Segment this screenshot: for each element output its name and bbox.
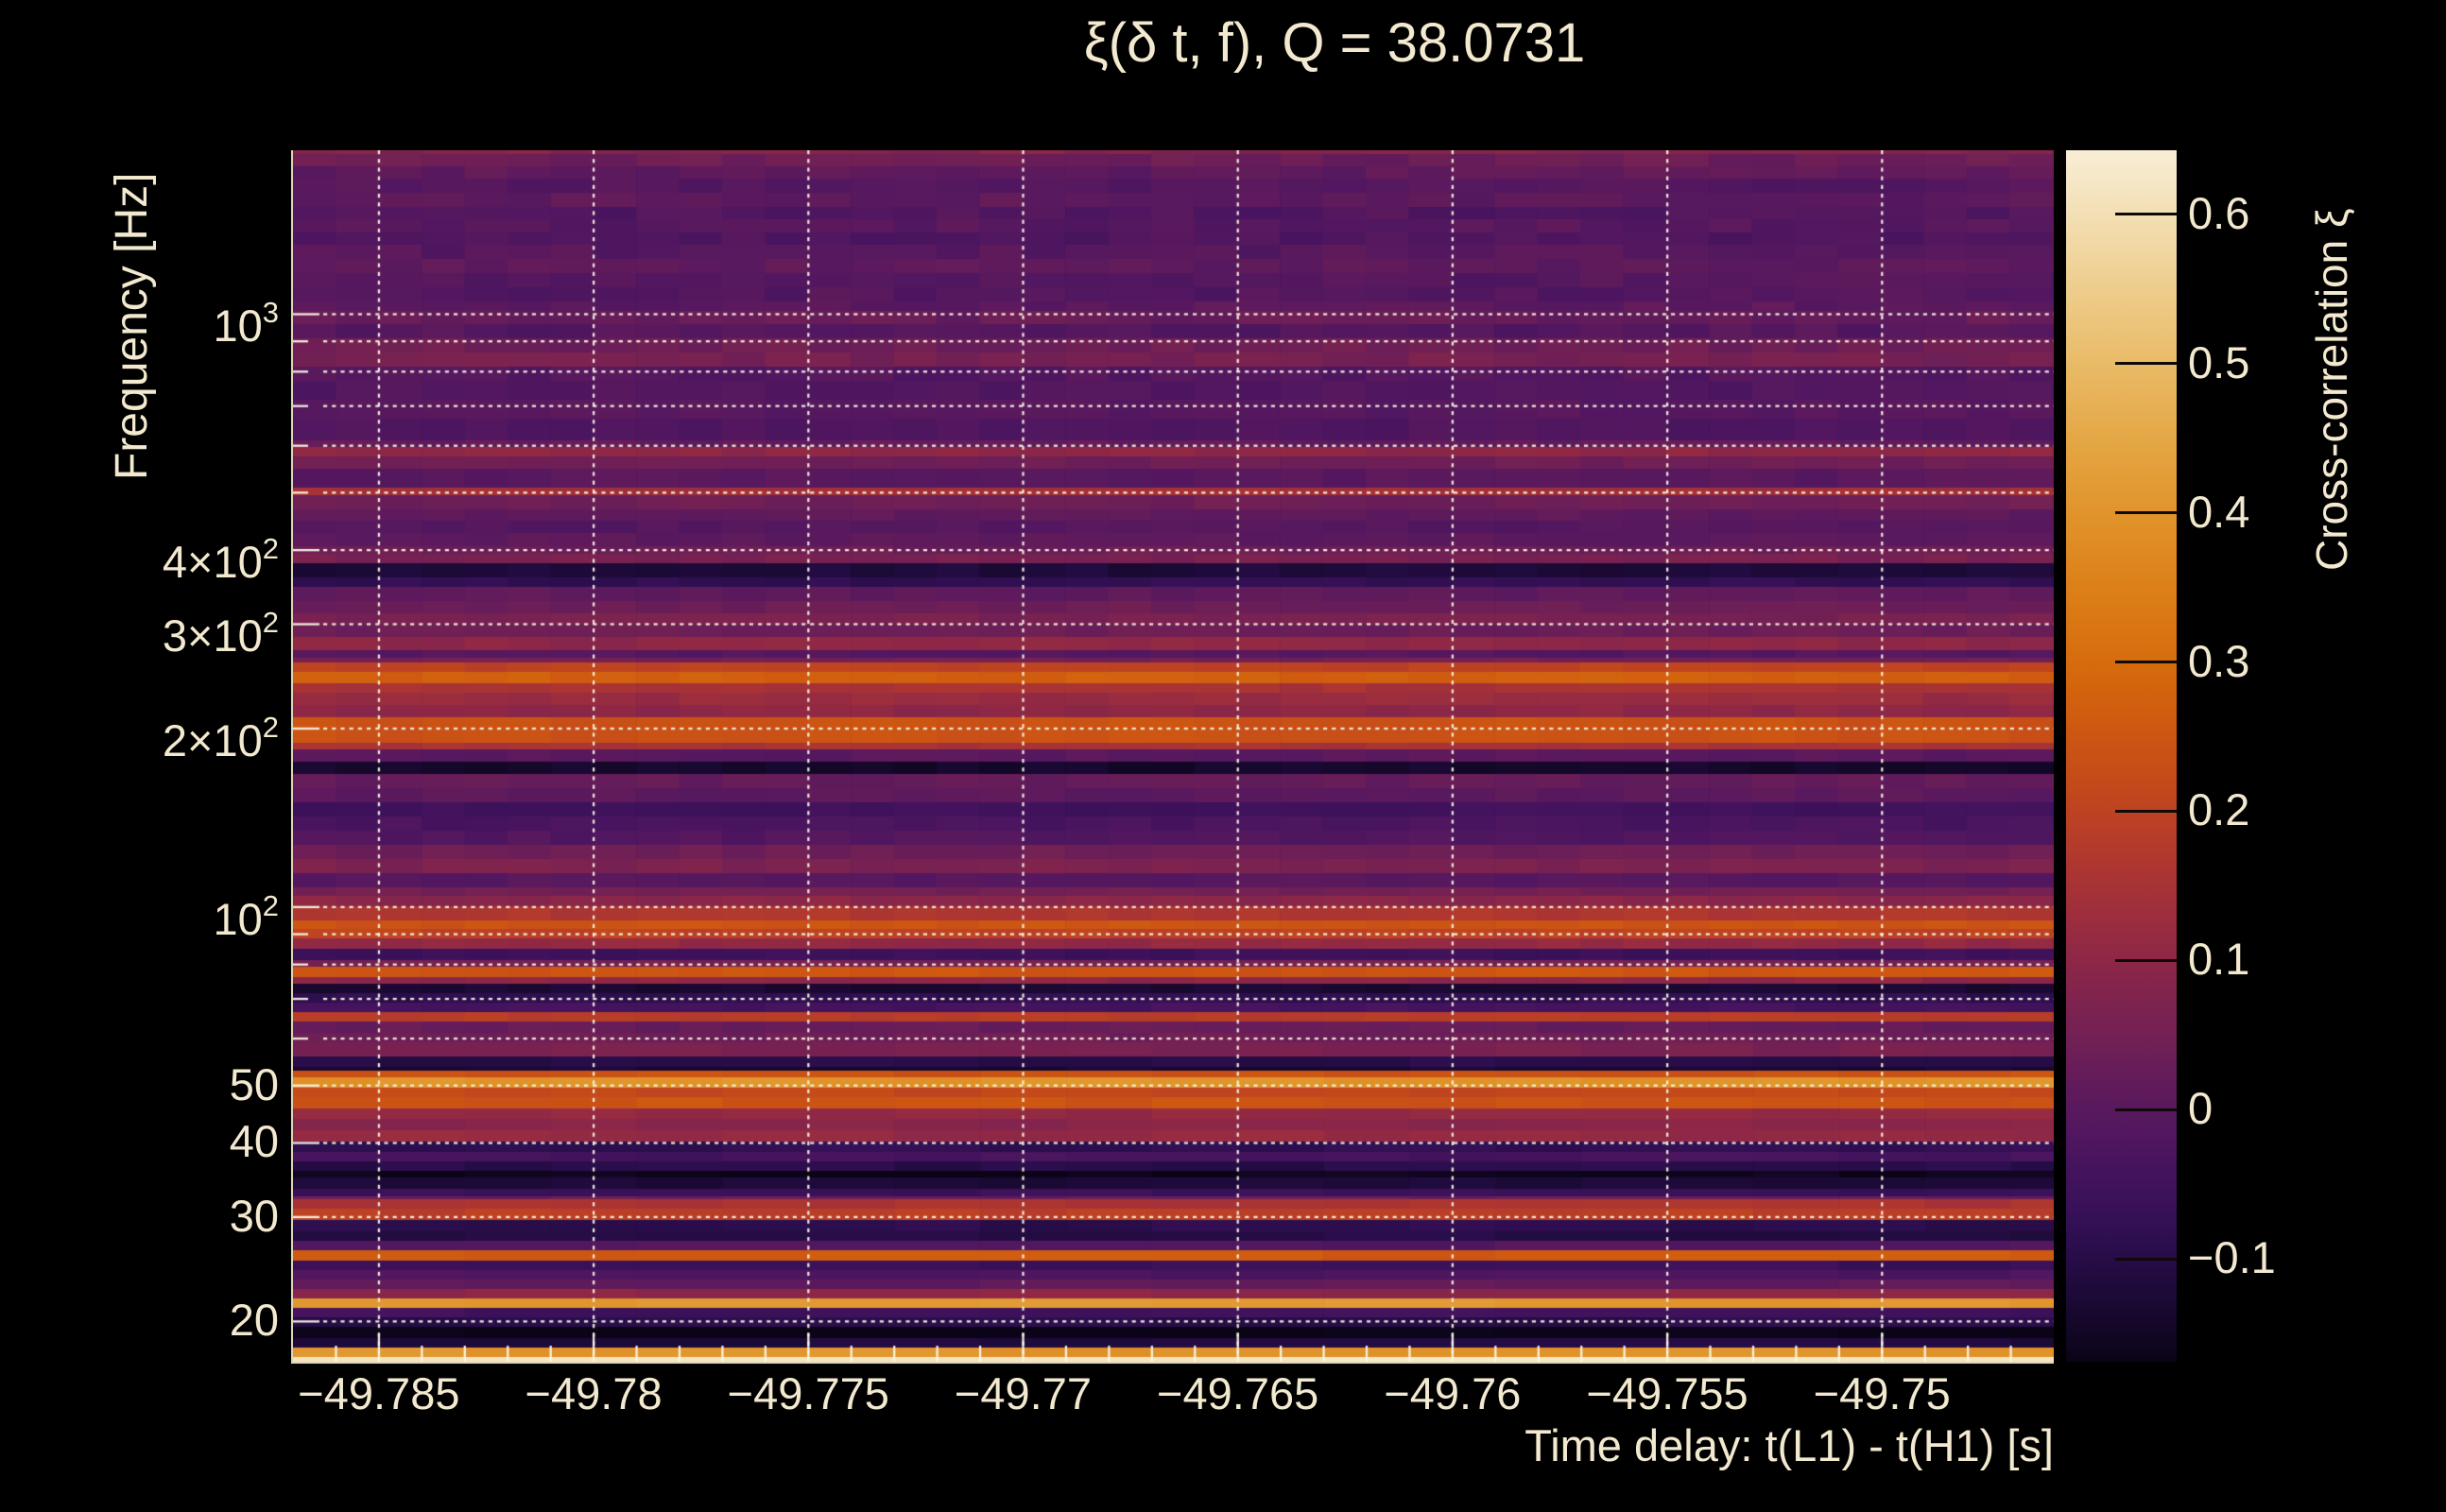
colorbar-tick-label-0.2: 0.2 bbox=[2188, 784, 2250, 835]
y-tick-label-100: 102 bbox=[213, 888, 279, 944]
colorbar-title: Cross-correlation ξ bbox=[2307, 208, 2356, 571]
y-axis-title: Frequency [Hz] bbox=[107, 172, 157, 480]
colorbar-tick bbox=[2115, 958, 2177, 962]
x-tick-label-−49.775: −49.775 bbox=[727, 1368, 889, 1418]
colorbar-tick-label-0.4: 0.4 bbox=[2188, 486, 2250, 537]
x-tick-label-−49.785: −49.785 bbox=[298, 1368, 460, 1418]
colorbar-tick bbox=[2115, 809, 2177, 813]
y-tick-label-40: 40 bbox=[229, 1116, 279, 1167]
y-tick-label-20: 20 bbox=[229, 1295, 279, 1346]
x-tick-label-−49.78: −49.78 bbox=[525, 1368, 663, 1418]
y-tick-label-200: 2×102 bbox=[162, 710, 279, 765]
colorbar-tick bbox=[2115, 362, 2177, 366]
colorbar-tick bbox=[2115, 1108, 2177, 1111]
colorbar-tick-label-0.6: 0.6 bbox=[2188, 187, 2250, 238]
colorbar-tick-label-0.5: 0.5 bbox=[2188, 336, 2250, 387]
colorbar-tick-label-0.3: 0.3 bbox=[2188, 635, 2250, 686]
colorbar-tick bbox=[2115, 661, 2177, 664]
colorbar-tick-label-0: 0 bbox=[2188, 1083, 2213, 1134]
colorbar-tick-label-0.1: 0.1 bbox=[2188, 934, 2250, 985]
x-tick-label-−49.755: −49.755 bbox=[1586, 1368, 1748, 1418]
colorbar-tick-label-−0.1: −0.1 bbox=[2188, 1232, 2276, 1283]
x-tick-label-−49.765: −49.765 bbox=[1157, 1368, 1319, 1418]
y-tick-label-300: 3×102 bbox=[162, 606, 279, 662]
colorbar bbox=[2066, 150, 2177, 1362]
x-axis-title: Time delay: t(L1) - t(H1) [s] bbox=[1524, 1420, 2054, 1470]
x-tick-label-−49.75: −49.75 bbox=[1813, 1368, 1951, 1418]
x-tick-label-−49.76: −49.76 bbox=[1384, 1368, 1522, 1418]
heatmap-canvas bbox=[291, 150, 2054, 1364]
y-tick-label-30: 30 bbox=[229, 1190, 279, 1241]
y-tick-label-1000: 103 bbox=[213, 296, 279, 352]
colorbar-tick bbox=[2115, 1257, 2177, 1261]
colorbar-tick bbox=[2115, 213, 2177, 216]
plot-title: ξ(δ t, f), Q = 38.0731 bbox=[1083, 12, 1586, 74]
y-tick-label-400: 4×102 bbox=[162, 532, 279, 588]
y-tick-label-50: 50 bbox=[229, 1058, 279, 1109]
colorbar-tick bbox=[2115, 511, 2177, 515]
x-tick-label-−49.77: −49.77 bbox=[954, 1368, 1092, 1418]
